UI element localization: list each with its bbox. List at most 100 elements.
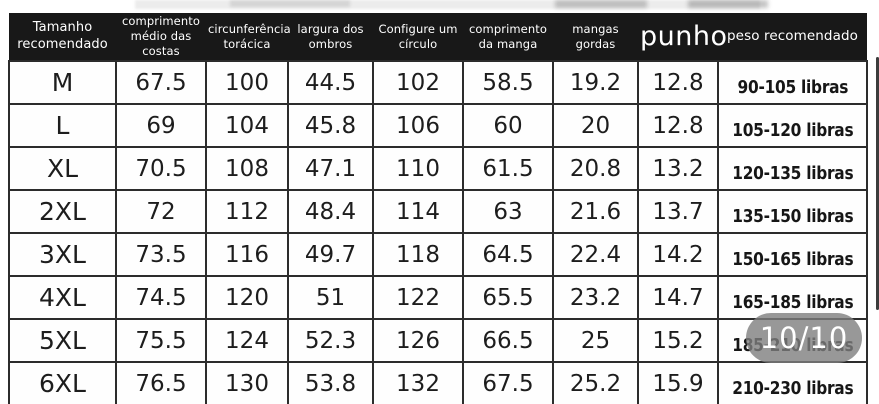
weight-cell: 150-165 libras (717, 232, 868, 277)
header-manga: comprimento da manga (463, 13, 553, 61)
value-cell: 104 (205, 103, 289, 148)
weight-cell: 135-150 libras (717, 189, 868, 234)
value-cell: 100 (205, 60, 289, 105)
value-cell: 15.9 (637, 361, 719, 404)
value-cell: 14.7 (637, 275, 719, 320)
header-tamanho: Tamanho recomendado (9, 13, 116, 61)
value-cell: 67.5 (462, 361, 554, 404)
value-cell: 114 (372, 189, 464, 234)
value-cell: 76.5 (115, 361, 207, 404)
size-cell: 3XL (8, 232, 117, 277)
value-cell: 106 (372, 103, 464, 148)
value-cell: 48.4 (287, 189, 374, 234)
table-row-4xl: 4XL 74.5 120 51 122 65.5 23.2 14.7 165-1… (8, 275, 868, 320)
value-cell: 67.5 (115, 60, 207, 105)
value-cell: 124 (205, 318, 289, 363)
size-cell: L (8, 103, 117, 148)
weight-cell: 165-185 libras (717, 275, 868, 320)
cropped-text-artifact (688, 0, 768, 8)
value-cell: 74.5 (115, 275, 207, 320)
value-cell: 20.8 (552, 146, 639, 191)
value-cell: 73.5 (115, 232, 207, 277)
table-row-5xl: 5XL 75.5 124 52.3 126 66.5 25 15.2 185-2… (8, 318, 868, 363)
size-cell: 2XL (8, 189, 117, 234)
value-cell: 12.8 (637, 103, 719, 148)
value-cell: 126 (372, 318, 464, 363)
size-cell: M (8, 60, 117, 105)
value-cell: 108 (205, 146, 289, 191)
table-row-m: M 67.5 100 44.5 102 58.5 19.2 12.8 90-10… (8, 60, 868, 105)
value-cell: 51 (287, 275, 374, 320)
value-cell: 72 (115, 189, 207, 234)
size-cell: XL (8, 146, 117, 191)
value-cell: 110 (372, 146, 464, 191)
image-edge-divider (876, 57, 879, 310)
value-cell: 12.8 (637, 60, 719, 105)
value-cell: 47.1 (287, 146, 374, 191)
value-cell: 13.2 (637, 146, 719, 191)
value-cell: 75.5 (115, 318, 207, 363)
value-cell: 70.5 (115, 146, 207, 191)
size-chart-table: Tamanho recomendado comprimento médio da… (8, 13, 868, 404)
value-cell: 63 (462, 189, 554, 234)
value-cell: 20 (552, 103, 639, 148)
value-cell: 60 (462, 103, 554, 148)
value-cell: 120 (205, 275, 289, 320)
weight-cell: 120-135 libras (717, 146, 868, 191)
value-cell: 25 (552, 318, 639, 363)
value-cell: 52.3 (287, 318, 374, 363)
value-cell: 44.5 (287, 60, 374, 105)
image-counter-badge: 10/10 (746, 313, 862, 363)
cropped-text-artifact (135, 0, 760, 9)
value-cell: 25.2 (552, 361, 639, 404)
value-cell: 13.7 (637, 189, 719, 234)
header-toracica: circunferência torácica (206, 13, 291, 61)
header-circulo: Configure um círculo (373, 13, 463, 61)
value-cell: 21.6 (552, 189, 639, 234)
value-cell: 130 (205, 361, 289, 404)
value-cell: 61.5 (462, 146, 554, 191)
table-body: M 67.5 100 44.5 102 58.5 19.2 12.8 90-10… (8, 60, 868, 404)
value-cell: 112 (205, 189, 289, 234)
cropped-text-artifact (555, 0, 647, 8)
value-cell: 19.2 (552, 60, 639, 105)
table-header: Tamanho recomendado comprimento médio da… (9, 13, 867, 61)
weight-cell: 90-105 libras (717, 60, 868, 105)
weight-cell: 105-120 libras (717, 103, 868, 148)
table-row-l: L 69 104 45.8 106 60 20 12.8 105-120 lib… (8, 103, 868, 148)
value-cell: 69 (115, 103, 207, 148)
value-cell: 23.2 (552, 275, 639, 320)
header-mangas-gordas: mangas gordas (553, 13, 638, 61)
value-cell: 116 (205, 232, 289, 277)
value-cell: 53.8 (287, 361, 374, 404)
header-costas: comprimento médio das costas (116, 13, 206, 61)
value-cell: 102 (372, 60, 464, 105)
table-row-6xl: 6XL 76.5 130 53.8 132 67.5 25.2 15.9 210… (8, 361, 868, 404)
size-cell: 5XL (8, 318, 117, 363)
header-row: Tamanho recomendado comprimento médio da… (9, 13, 867, 61)
image-counter-label: 10/10 (759, 321, 849, 355)
header-ombros: largura dos ombros (288, 13, 373, 61)
value-cell: 118 (372, 232, 464, 277)
value-cell: 15.2 (637, 318, 719, 363)
weight-cell: 210-230 libras (717, 361, 868, 404)
table-row-2xl: 2XL 72 112 48.4 114 63 21.6 13.7 135-150… (8, 189, 868, 234)
cropped-text-artifact (230, 0, 350, 7)
table-row-3xl: 3XL 73.5 116 49.7 118 64.5 22.4 14.2 150… (8, 232, 868, 277)
header-punho: punho (638, 13, 727, 61)
value-cell: 65.5 (462, 275, 554, 320)
table-row-xl: XL 70.5 108 47.1 110 61.5 20.8 13.2 120-… (8, 146, 868, 191)
value-cell: 122 (372, 275, 464, 320)
value-cell: 49.7 (287, 232, 374, 277)
size-cell: 4XL (8, 275, 117, 320)
value-cell: 66.5 (462, 318, 554, 363)
value-cell: 45.8 (287, 103, 374, 148)
value-cell: 14.2 (637, 232, 719, 277)
size-cell: 6XL (8, 361, 117, 404)
value-cell: 22.4 (552, 232, 639, 277)
header-peso: peso recomendado (718, 13, 867, 61)
value-cell: 64.5 (462, 232, 554, 277)
value-cell: 58.5 (462, 60, 554, 105)
value-cell: 132 (372, 361, 464, 404)
